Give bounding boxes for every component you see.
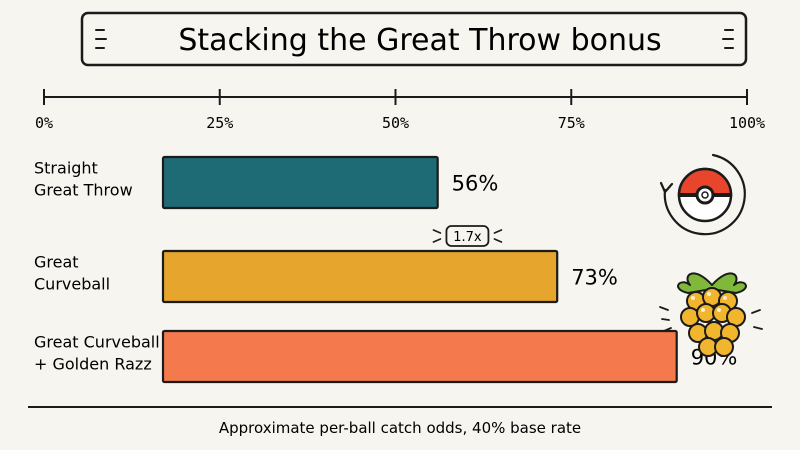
title-frame xyxy=(80,11,748,67)
bar xyxy=(161,329,678,384)
category-label: Great xyxy=(34,253,79,272)
bar xyxy=(161,249,559,304)
chart-title: Stacking the Great Throw bonus xyxy=(178,23,661,58)
x-tick-label: 50% xyxy=(382,114,409,132)
x-axis: 0% 25% 50% 75% 100% xyxy=(35,89,765,132)
category-label: Curveball xyxy=(34,275,110,294)
value-label: 56% xyxy=(452,172,499,196)
title-box: Stacking the Great Throw bonus xyxy=(80,11,748,67)
x-tick-label: 75% xyxy=(558,114,585,132)
title-deco-right xyxy=(722,29,734,49)
x-tick-label: 25% xyxy=(206,114,233,132)
x-tick-label: 0% xyxy=(35,114,53,132)
multiplier-badge xyxy=(445,225,490,247)
pokeball-icon xyxy=(659,153,746,236)
title-deco-left xyxy=(95,29,107,49)
bars-group xyxy=(161,155,678,384)
category-label: Great Curveball xyxy=(34,333,160,352)
category-label: Straight xyxy=(34,159,98,178)
golden-razz-berry-icon xyxy=(659,272,763,357)
x-tick-label: 100% xyxy=(729,114,765,132)
multiplier-label: 1.7x xyxy=(453,230,482,245)
category-labels: Straight Great Throw Great Curveball Great C… xyxy=(34,159,160,374)
badge-sparkles xyxy=(432,229,503,243)
chart-caption: Approximate per-ball catch odds, 40% bas… xyxy=(219,419,581,437)
multiplier-annotation: 1.7x xyxy=(432,225,503,247)
category-label: Great Throw xyxy=(34,181,133,200)
category-label: + Golden Razz xyxy=(34,355,152,374)
value-label: 73% xyxy=(571,266,618,290)
bar xyxy=(161,155,439,210)
